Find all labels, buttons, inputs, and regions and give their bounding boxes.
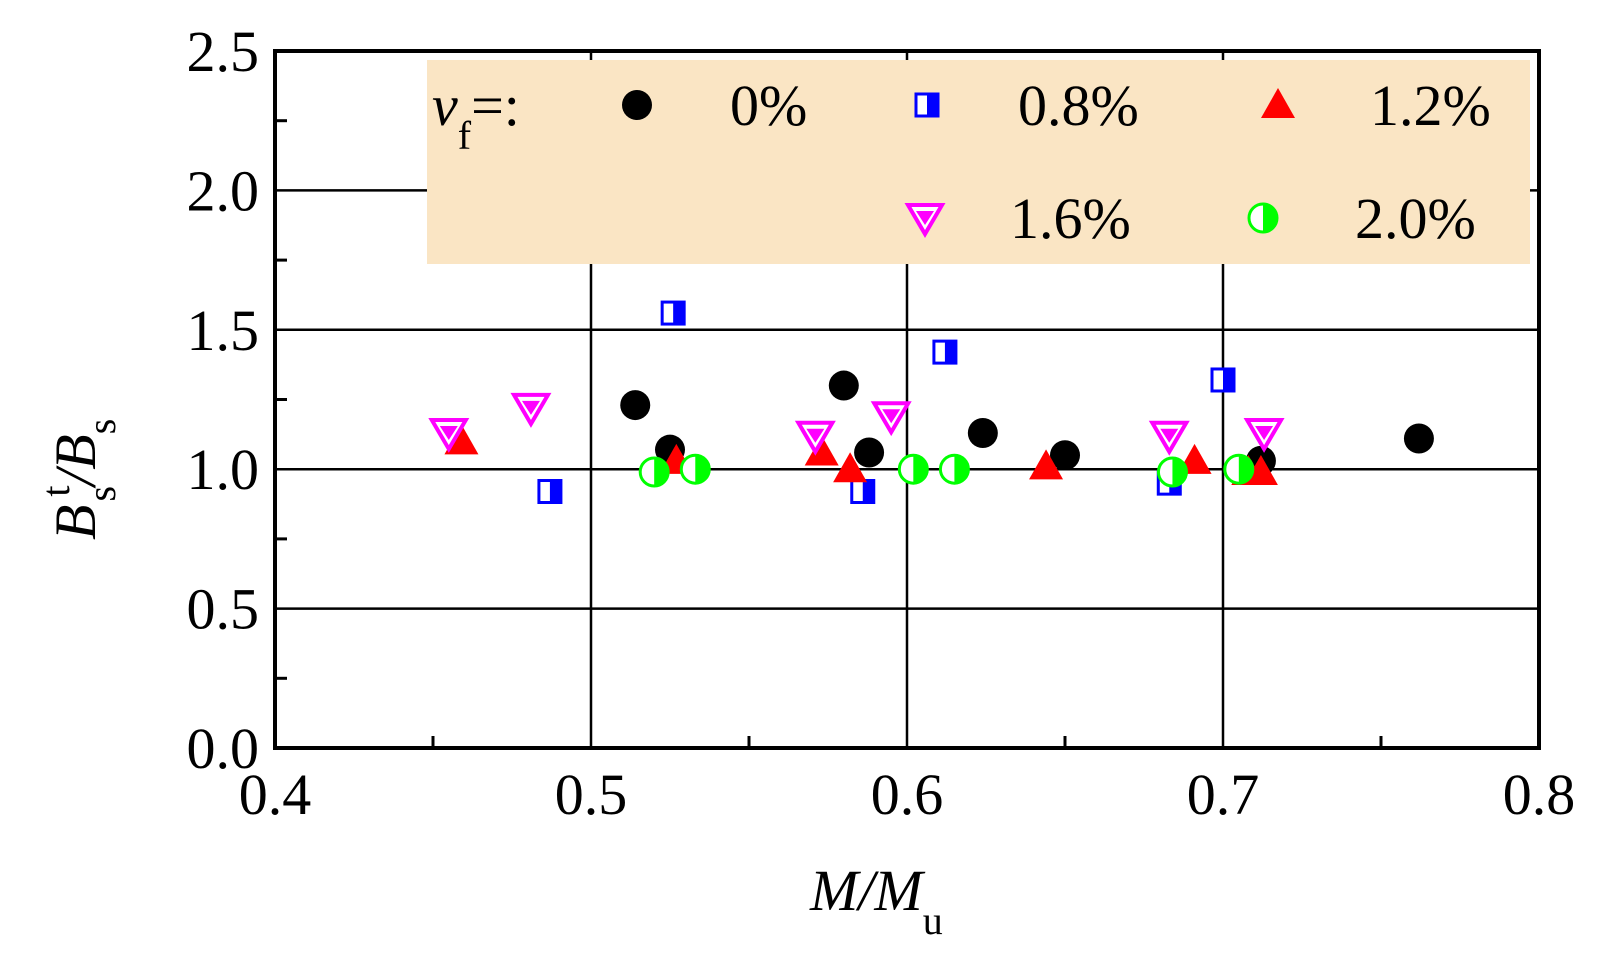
y-axis-title-b2: B bbox=[43, 434, 108, 469]
legend-title: vf=: bbox=[432, 73, 520, 158]
data-point bbox=[850, 479, 876, 505]
data-point bbox=[1243, 417, 1285, 453]
legend-title-suffix: =: bbox=[471, 73, 520, 138]
legend-title-v: v bbox=[432, 73, 458, 138]
legend: vf=: 0% 0.8% 1.2% 1.6% 2.0% bbox=[432, 73, 1491, 251]
legend-marker bbox=[914, 92, 940, 118]
data-point bbox=[1156, 456, 1188, 488]
data-point bbox=[828, 370, 859, 401]
y-tick-label: 1.0 bbox=[187, 437, 260, 502]
data-point bbox=[897, 453, 929, 485]
y-tick-labels: 0.0 0.5 1.0 1.5 2.0 2.5 bbox=[187, 19, 260, 781]
data-point bbox=[967, 417, 998, 448]
plot-frame bbox=[273, 49, 1541, 750]
y-tick-label: 0.0 bbox=[187, 716, 260, 781]
data-point bbox=[854, 437, 885, 468]
data-point bbox=[537, 479, 563, 505]
x-axis-title-main: M/M bbox=[809, 858, 925, 923]
data-point bbox=[938, 453, 970, 485]
legend-label: 1.2% bbox=[1370, 73, 1491, 138]
data-point bbox=[1050, 440, 1080, 471]
legend-label: 0.8% bbox=[1018, 73, 1139, 138]
x-axis-title: M/Mu bbox=[809, 858, 943, 943]
data-point bbox=[870, 401, 912, 437]
legend-background bbox=[427, 60, 1530, 264]
legend-marker bbox=[1247, 202, 1279, 234]
x-tick-labels: 0.4 0.5 0.6 0.7 0.8 bbox=[239, 762, 1576, 827]
data-point bbox=[1223, 453, 1255, 485]
y-tick-label: 0.5 bbox=[187, 577, 260, 642]
data-points bbox=[428, 300, 1434, 505]
data-point bbox=[804, 435, 839, 466]
legend-entries: 0% 0.8% 1.2% 1.6% 2.0% bbox=[622, 73, 1491, 251]
legend-marker bbox=[904, 203, 946, 238]
data-point bbox=[620, 390, 651, 421]
data-point bbox=[510, 392, 552, 428]
y-axis-title-sub1: s bbox=[79, 486, 124, 502]
x-tick-label: 0.7 bbox=[1187, 762, 1260, 827]
x-tick-label: 0.6 bbox=[871, 762, 944, 827]
y-axis-title-sup: t bbox=[33, 485, 78, 496]
legend-label: 0% bbox=[730, 73, 807, 138]
data-point bbox=[660, 300, 686, 326]
data-point bbox=[1029, 449, 1064, 480]
data-point bbox=[638, 456, 670, 488]
x-tick-label: 0.5 bbox=[555, 762, 628, 827]
x-axis-title-sub: u bbox=[923, 898, 943, 943]
data-point bbox=[1148, 420, 1190, 456]
legend-marker bbox=[1261, 88, 1295, 118]
y-tick-label: 1.5 bbox=[187, 298, 260, 363]
data-point bbox=[444, 424, 479, 455]
data-point bbox=[1210, 367, 1236, 393]
data-point bbox=[428, 417, 470, 453]
legend-title-sub: f bbox=[458, 113, 472, 158]
y-axis-title: Bts/Bs bbox=[33, 419, 124, 540]
data-point bbox=[1243, 454, 1278, 485]
data-point bbox=[1403, 423, 1434, 454]
data-point bbox=[679, 453, 711, 485]
x-tick-label: 0.4 bbox=[239, 762, 312, 827]
x-tick-label: 0.8 bbox=[1503, 762, 1576, 827]
series-3 bbox=[428, 392, 1285, 456]
data-point bbox=[794, 420, 836, 456]
y-axis-title-b1: B bbox=[43, 505, 108, 540]
data-point bbox=[932, 339, 958, 365]
series-0 bbox=[620, 370, 1434, 476]
y-axis-title-sub2: s bbox=[79, 419, 124, 435]
series-4 bbox=[638, 453, 1255, 488]
legend-marker bbox=[622, 90, 652, 120]
legend-label: 2.0% bbox=[1355, 186, 1476, 251]
y-tick-label: 2.0 bbox=[187, 158, 260, 223]
y-tick-label: 2.5 bbox=[187, 19, 260, 84]
data-point bbox=[833, 452, 868, 483]
legend-label: 1.6% bbox=[1010, 186, 1131, 251]
